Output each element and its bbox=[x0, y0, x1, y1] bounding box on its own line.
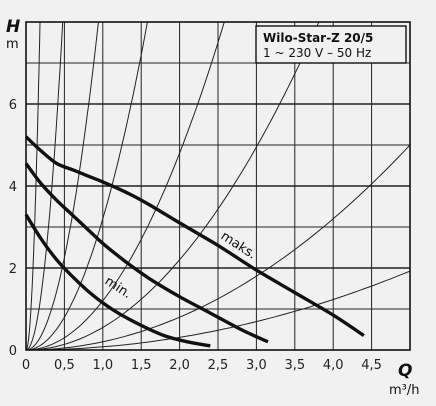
system-curve-line bbox=[26, 270, 411, 351]
y-tick-label: 2 bbox=[9, 262, 17, 277]
x-tick-label: 4,0 bbox=[323, 358, 344, 373]
plot-border bbox=[25, 21, 411, 351]
x-tick-label: 4,5 bbox=[361, 358, 382, 373]
y-tick-label: 0 bbox=[9, 344, 17, 359]
system-curve-line bbox=[25, 144, 411, 351]
y-axis-unit: m bbox=[6, 37, 19, 52]
x-tick-label: 3,5 bbox=[284, 358, 305, 373]
system-curve-line bbox=[25, 21, 225, 351]
system-curve-line bbox=[25, 21, 64, 351]
system-curves bbox=[25, 21, 411, 351]
x-tick-label: 2,5 bbox=[208, 358, 229, 373]
system-curve-line bbox=[25, 21, 320, 351]
x-tick-label: 2,0 bbox=[169, 358, 190, 373]
chart-subtitle: 1 ~ 230 V – 50 Hz bbox=[263, 46, 371, 60]
x-axis-unit: m³/h bbox=[389, 383, 420, 398]
chart-title: Wilo-Star-Z 20/5 bbox=[263, 31, 373, 45]
x-tick-label: 0,5 bbox=[54, 358, 75, 373]
x-tick-label: 3,0 bbox=[246, 358, 267, 373]
grid bbox=[26, 22, 410, 350]
x-tick-label: 1,0 bbox=[92, 358, 113, 373]
system-curve-line bbox=[25, 21, 41, 351]
series-label-min: min. bbox=[102, 274, 134, 302]
system-curve-line bbox=[25, 21, 148, 351]
x-axis-label: Q bbox=[398, 361, 412, 381]
x-tick-label: 0 bbox=[22, 358, 30, 373]
series-line-min bbox=[24, 213, 211, 348]
series-line-mid bbox=[24, 162, 269, 344]
series-lines bbox=[24, 135, 365, 348]
legend-background bbox=[255, 25, 407, 64]
y-tick-label: 6 bbox=[9, 98, 17, 113]
legend-box: Wilo-Star-Z 20/5 1 ~ 230 V – 50 Hz bbox=[255, 25, 407, 64]
tick-labels: 0 0,5 1,0 1,5 2,0 2,5 3,0 3,5 4,0 4,5 0 2 4 6 bbox=[9, 98, 382, 373]
plot-frame bbox=[25, 21, 411, 351]
x-tick-label: 1,5 bbox=[131, 358, 152, 373]
series-line-max bbox=[24, 135, 365, 338]
y-tick-label: 4 bbox=[9, 180, 17, 195]
y-axis-label: H bbox=[6, 17, 20, 37]
